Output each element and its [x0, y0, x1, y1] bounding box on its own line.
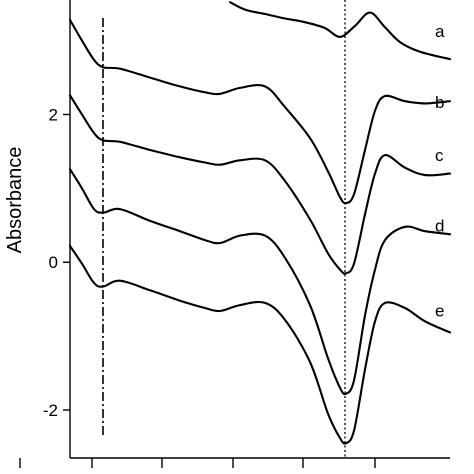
y-axis-title: Absorbance [4, 147, 26, 254]
curve-labels: a b c d e [435, 22, 445, 320]
curve-label-b: b [435, 93, 444, 112]
reference-lines [102, 0, 346, 458]
curve-label-c: c [435, 146, 444, 165]
curve-label-a: a [435, 22, 445, 41]
y-tick-label: 0 [49, 253, 58, 272]
axes: -2 0 2 [19, 0, 450, 468]
curve-label-d: d [435, 216, 444, 235]
y-tick-label: -2 [43, 401, 58, 420]
curve-c [68, 94, 452, 275]
y-tick-label: 2 [49, 106, 58, 125]
curve-d [68, 168, 452, 396]
spectra-curves [68, 1, 452, 445]
curve-label-e: e [435, 301, 444, 320]
curve-b [68, 18, 452, 205]
curve-a [228, 1, 452, 61]
curve-e [68, 244, 452, 445]
